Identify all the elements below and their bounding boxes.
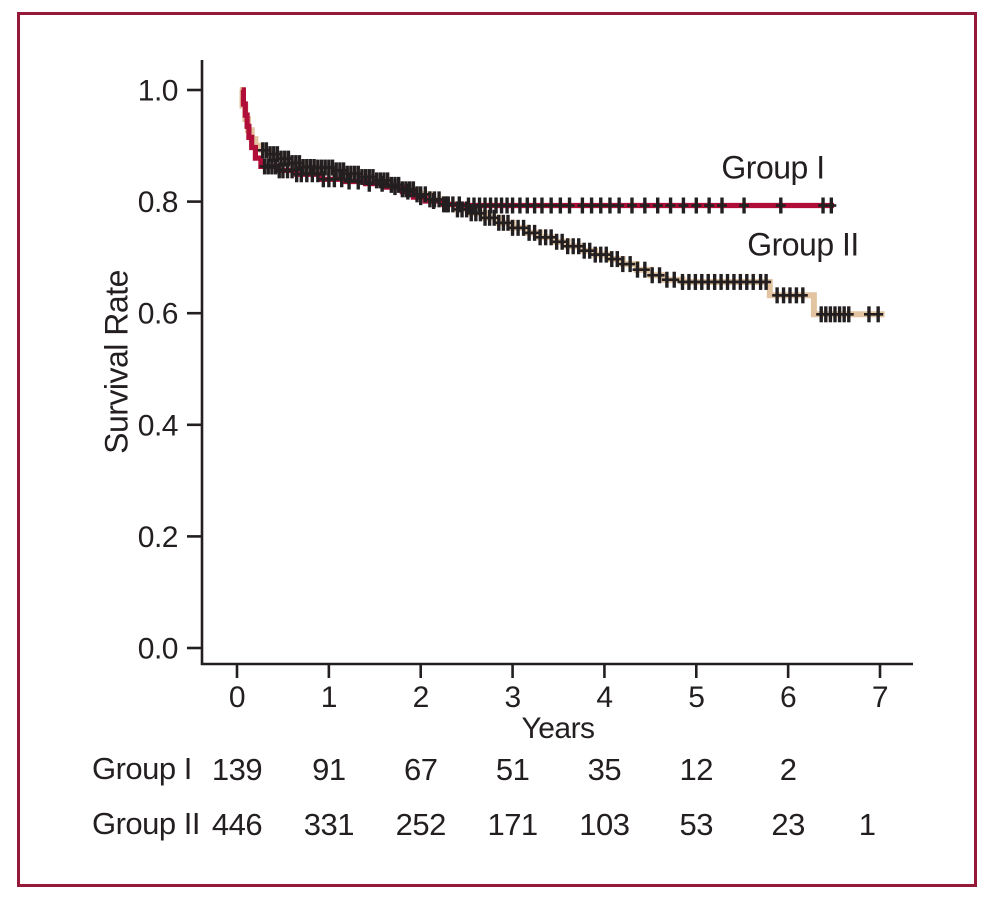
risk-row-label-group-ii: Group II bbox=[92, 806, 201, 841]
curve-group-i bbox=[240, 87, 835, 209]
risk-row-group-ii: 446 331 252 171 103 53 23 1 bbox=[212, 807, 876, 842]
x-axis-title: Years bbox=[521, 712, 595, 745]
risk-count: 67 bbox=[404, 752, 437, 787]
y-tick-label: 0.2 bbox=[138, 521, 178, 554]
risk-count: 23 bbox=[771, 807, 804, 842]
risk-count: 91 bbox=[312, 752, 345, 787]
risk-row-group-i: 139 91 67 51 35 12 2 bbox=[212, 752, 797, 787]
x-tick-label: 5 bbox=[688, 681, 704, 714]
x-tick-label: 0 bbox=[229, 681, 245, 714]
risk-count: 139 bbox=[212, 752, 262, 787]
x-tick-label: 2 bbox=[413, 681, 429, 714]
curve-label-group-ii: Group II bbox=[747, 226, 859, 263]
y-tick-label: 0.4 bbox=[138, 409, 178, 442]
risk-row-label-group-i: Group I bbox=[92, 751, 192, 786]
x-tick-label: 4 bbox=[596, 681, 612, 714]
risk-count: 53 bbox=[680, 807, 713, 842]
risk-count: 446 bbox=[212, 807, 262, 842]
axis-lines bbox=[200, 60, 913, 666]
risk-count: 12 bbox=[680, 752, 713, 787]
y-tick-label: 1.0 bbox=[138, 75, 178, 108]
figure-border bbox=[17, 12, 977, 887]
risk-count: 331 bbox=[304, 807, 354, 842]
x-tick-label: 3 bbox=[504, 681, 520, 714]
risk-count: 1 bbox=[859, 807, 876, 842]
x-tick-label: 7 bbox=[872, 681, 888, 714]
y-tick-label: 0.8 bbox=[138, 186, 178, 219]
curve-label-group-i: Group I bbox=[721, 149, 825, 186]
censor-marks bbox=[257, 142, 884, 323]
x-tick-label: 6 bbox=[780, 681, 796, 714]
risk-count: 103 bbox=[579, 807, 629, 842]
y-tick-label: 0.0 bbox=[138, 633, 178, 666]
y-axis-title: Survival Rate bbox=[98, 270, 135, 454]
risk-count: 2 bbox=[780, 752, 797, 787]
x-tick-label: 1 bbox=[321, 681, 337, 714]
risk-count: 171 bbox=[487, 807, 537, 842]
y-tick-label: 0.6 bbox=[138, 298, 178, 331]
risk-count: 35 bbox=[588, 752, 621, 787]
risk-count: 252 bbox=[396, 807, 446, 842]
axes: 0.0 0.2 0.4 0.6 0.8 1.0 0 1 2 3 4 5 6 7 bbox=[138, 60, 913, 714]
risk-count: 51 bbox=[496, 752, 529, 787]
curve-group-ii bbox=[239, 87, 885, 318]
